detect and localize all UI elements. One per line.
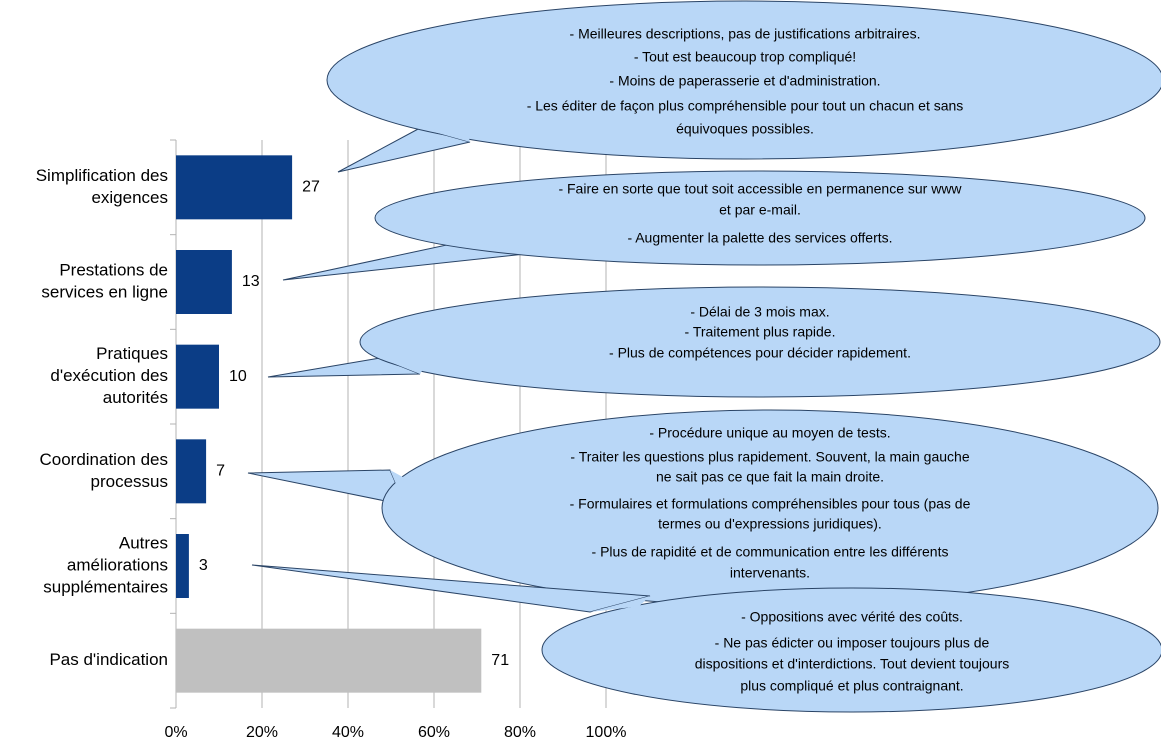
bubble-seam (470, 240, 525, 254)
y-tick-label: processus (91, 472, 168, 491)
x-tick-label: 60% (418, 724, 450, 741)
annotation: - Les éditer de façon plus compréhensibl… (527, 98, 964, 114)
x-tick-label: 20% (246, 724, 278, 741)
y-tick-label: services en ligne (41, 282, 168, 301)
annotation: - Augmenter la palette des services offe… (627, 230, 892, 246)
bubble-seam (420, 128, 470, 142)
y-tick-label: autorités (103, 388, 168, 407)
bubble-seam (380, 358, 426, 374)
y-tick-label: Pratiques (96, 344, 168, 363)
annotation: - Traitement plus rapide. (685, 324, 836, 340)
bubble (326, 0, 1161, 160)
bubble (374, 170, 1146, 266)
data-label: 7 (216, 463, 225, 480)
y-tick-label: Coordination des (39, 450, 168, 469)
y-tick-label: Prestations de (59, 260, 168, 279)
annotation: intervenants. (730, 565, 810, 581)
data-label: 10 (229, 368, 247, 385)
annotation: - Procédure unique au moyen de tests. (649, 425, 890, 441)
data-label: 27 (302, 179, 320, 196)
bubble-tail (247, 469, 406, 506)
x-tick-label: 0% (164, 724, 187, 741)
bar (176, 534, 189, 598)
bubble-seam (590, 596, 650, 612)
annotation: termes ou d'expressions juridiques). (658, 516, 882, 532)
annotation: - Ne pas édicter ou imposer toujours plu… (715, 635, 990, 651)
annotation: - Moins de paperasserie et d'administrat… (609, 73, 880, 89)
annotation: équivoques possibles. (676, 121, 814, 137)
annotation: ne sait pas ce que fait la main droite. (656, 469, 884, 485)
annotation: - Faire en sorte que tout soit accessibl… (558, 181, 962, 197)
y-tick-label: supplémentaires (43, 577, 168, 596)
annotation: - Oppositions avec vérité des coûts. (741, 609, 963, 625)
y-tick-label: améliorations (67, 555, 168, 574)
annotation: - Formulaires et formulations compréhens… (570, 496, 971, 512)
bar (176, 628, 482, 693)
bar (176, 439, 207, 504)
y-tick-label: Autres (119, 533, 168, 552)
annotation: dispositions et d'interdictions. Tout de… (695, 656, 1010, 672)
bar (176, 155, 293, 220)
annotation: - Tout est beaucoup trop compliqué! (634, 49, 856, 65)
annotation: et par e-mail. (719, 202, 801, 218)
y-tick-label: Simplification des (36, 166, 168, 185)
bar (176, 250, 232, 314)
annotation: - Délai de 3 mois max. (690, 304, 829, 320)
data-label: 71 (491, 652, 509, 669)
annotation: plus compliqué et plus contraignant. (740, 678, 963, 694)
bubble (541, 587, 1161, 713)
annotation: - Meilleures descriptions, pas de justif… (570, 26, 921, 42)
y-tick-label: d'exécution des (50, 366, 168, 385)
x-tick-label: 40% (332, 724, 364, 741)
bubble-seam (390, 470, 424, 505)
y-tick-label: Pas d'indication (49, 650, 168, 669)
bar (176, 344, 219, 409)
y-tick-label: exigences (91, 188, 168, 207)
annotation: - Plus de compétences pour décider rapid… (609, 345, 911, 361)
x-tick-label: 80% (504, 724, 536, 741)
annotation: - Traiter les questions plus rapidement.… (570, 449, 969, 465)
data-label: 13 (242, 273, 260, 290)
annotation: - Plus de rapidité et de communication e… (592, 544, 949, 560)
data-label: 3 (199, 557, 208, 574)
x-tick-label: 100% (586, 724, 627, 741)
bubble (359, 286, 1161, 398)
